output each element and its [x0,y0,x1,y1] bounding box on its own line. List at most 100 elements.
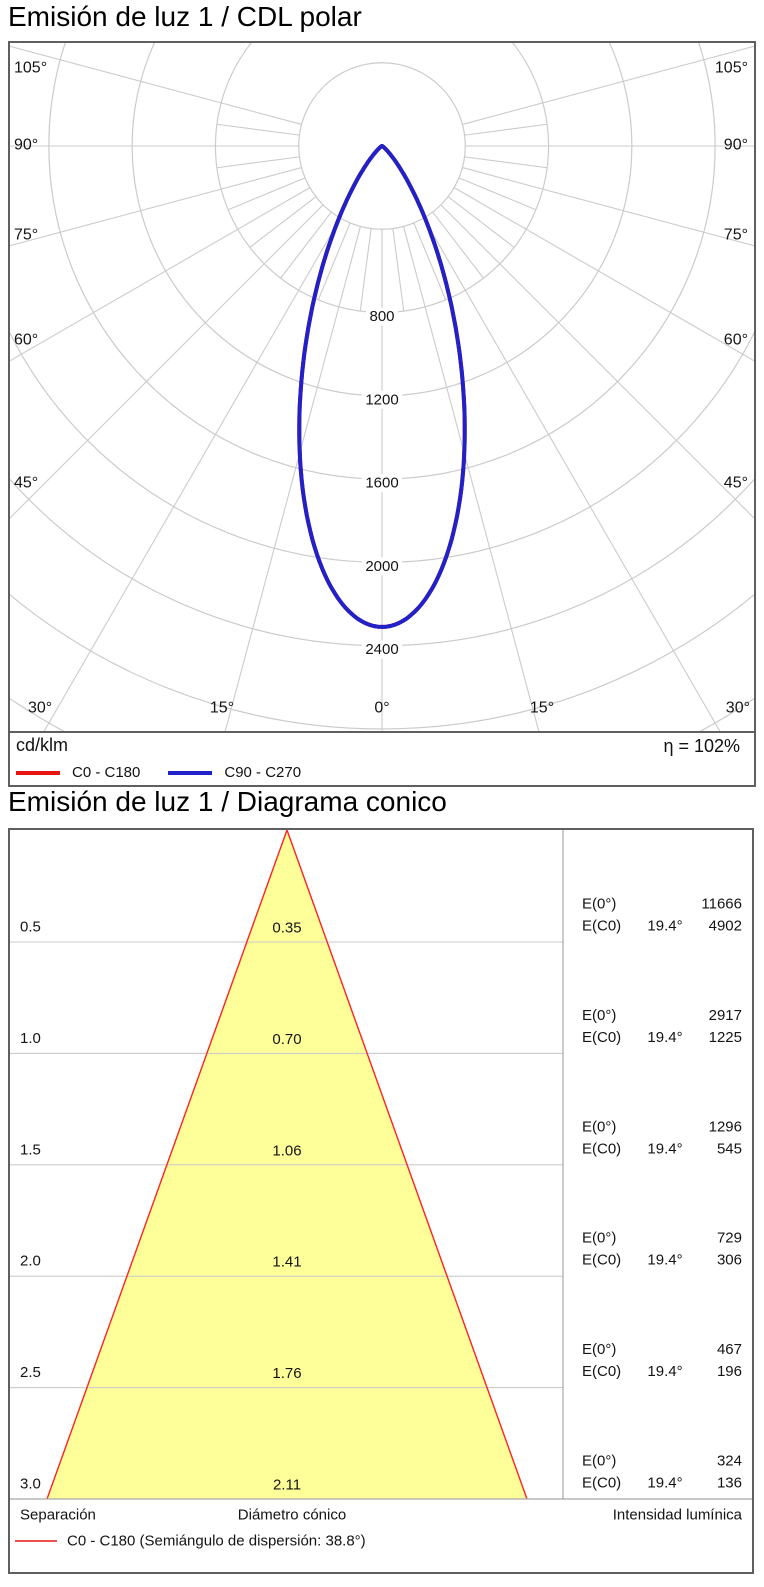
e0-value: 729 [717,1230,742,1247]
cone-chart-frame: 0.5 0.35 E(0°) 11666 E(C0) 19.4° 4902 1.0 0.70 E(… [8,828,754,1574]
ec0-value: 4902 [709,918,742,935]
radial-tick-bg [366,307,398,326]
legend-item-label: C0 - C180 [72,764,141,781]
polar-chart-svg: 800 1200 1600 2000 2400 105° 105° 90° 90° 75° 75° 6… [0,0,764,846]
radial-tick-label: 800 [369,308,394,325]
ec0-angle: 19.4° [647,1140,682,1157]
e0-label: E(0°) [582,1118,616,1135]
ec0-label: E(C0) [582,1140,621,1157]
separation-label: 1.5 [20,1141,41,1158]
c90-c270-line-swatch [168,770,213,775]
angle-gridline-minor [216,156,300,169]
angle-label-right: 105° [715,60,748,77]
cone-chart-svg: 0.5 0.35 E(0°) 11666 E(C0) 19.4° 4902 1.0 0.70 E(… [10,830,752,1550]
angle-gridline-major [200,226,361,823]
angle-gridline-major [440,204,764,529]
angle-gridline-minor [458,177,537,211]
footer-separation-label: Separación [20,1507,96,1524]
angle-gridline-major [0,204,324,529]
diameter-label: 1.41 [272,1254,301,1271]
ec0-angle: 19.4° [647,1363,682,1380]
footer-diameter-label: Diámetro cónico [238,1507,346,1524]
e0-value: 467 [717,1341,742,1358]
angle-label-left: 75° [14,227,38,244]
footer-intensity-label: Intensidad lumínica [613,1507,743,1524]
legend-item-c0-c180: C0 - C180 [16,764,140,781]
angle-gridline-major [31,217,341,753]
e0-label: E(0°) [582,1230,616,1247]
e0-value: 2917 [709,1007,742,1024]
ec0-angle: 19.4° [647,1475,682,1492]
ec0-label: E(C0) [582,1029,621,1046]
cone-legend-label: C0 - C180 (Semiángulo de dispersión: 38.… [67,1533,366,1550]
c0-c180-line-swatch [16,770,60,775]
polar-legend: cd/klm η = 102% C0 - C180 C90 - C270 [10,733,754,785]
e0-value: 324 [717,1453,742,1470]
angle-label-bottom: 30° [28,700,52,717]
e0-label: E(0°) [582,1341,616,1358]
angle-gridline-minor [359,228,372,312]
polar-plot-area: 800 1200 1600 2000 2400 105° 105° 90° 90° 75° 75° 6… [0,0,764,846]
e0-label: E(0°) [582,1007,616,1024]
ec0-label: E(C0) [582,918,621,935]
separation-label: 2.5 [20,1364,41,1381]
separation-label: 3.0 [20,1476,41,1493]
diameter-label: 0.70 [272,1031,301,1048]
angle-gridline-minor [447,196,515,248]
angle-gridline-minor [249,196,317,248]
angle-label-bottom: 15° [530,700,554,717]
angle-gridline-minor [227,177,306,211]
angle-label-left: 90° [14,137,38,154]
angle-gridline-minor [280,211,332,279]
angle-label-left: 60° [14,332,38,349]
polar-legend-series: C0 - C180 C90 - C270 [16,764,301,781]
e0-value: 11666 [701,896,742,913]
polar-unit-label: cd/klm [16,735,69,755]
diameter-label: 0.35 [272,920,301,937]
polar-chart-frame: 800 1200 1600 2000 2400 105° 105° 90° 90° 75° 75° 6… [0,0,764,846]
angle-gridline-minor [317,222,351,301]
angle-gridline-minor [432,211,484,279]
ec0-label: E(C0) [582,1475,621,1492]
e0-label: E(0°) [582,1453,616,1470]
angle-gridline-minor [216,123,300,136]
diameter-label: 2.11 [273,1477,301,1494]
diameter-label: 1.06 [272,1142,301,1159]
angle-gridline-major [0,167,302,249]
radial-tick-label: 2000 [365,558,398,575]
ec0-value: 545 [717,1140,742,1157]
angle-gridline-minor [464,156,548,169]
radial-tick-bg [361,390,403,409]
angle-gridline-major [403,226,564,823]
radial-tick-bg [361,474,403,493]
cone-chart-title: Emisión de luz 1 / Diagrama conico [8,786,447,817]
angle-label-bottom: 0° [374,700,389,717]
ec0-value: 136 [717,1475,742,1492]
efficiency-label: η = 102% [663,736,740,756]
ec0-value: 306 [717,1252,742,1269]
angle-gridline-major [462,43,764,125]
ec0-value: 1225 [709,1029,742,1046]
legend-item-label: C90 - C270 [224,764,302,781]
separation-label: 1.0 [20,1030,41,1047]
angle-gridline-minor [392,228,405,312]
angle-label-right: 90° [724,137,748,154]
angle-label-right: 45° [724,475,748,492]
separation-label: 0.5 [20,919,41,936]
ec0-label: E(C0) [582,1363,621,1380]
angle-gridline-minor [464,123,548,136]
radial-tick-bg [361,557,403,576]
legend-item-c90-c270: C90 - C270 [168,764,301,781]
angle-label-right: 75° [724,227,748,244]
angle-label-left: 45° [14,475,38,492]
ec0-label: E(C0) [582,1252,621,1269]
angle-gridline-minor [413,222,447,301]
e0-label: E(0°) [582,896,616,913]
ec0-angle: 19.4° [647,918,682,935]
ec0-angle: 19.4° [647,1029,682,1046]
polar-curve-C90-C270 [297,144,467,629]
ec0-angle: 19.4° [647,1252,682,1269]
diameter-label: 1.76 [272,1365,301,1382]
angle-gridline-major [453,187,764,368]
